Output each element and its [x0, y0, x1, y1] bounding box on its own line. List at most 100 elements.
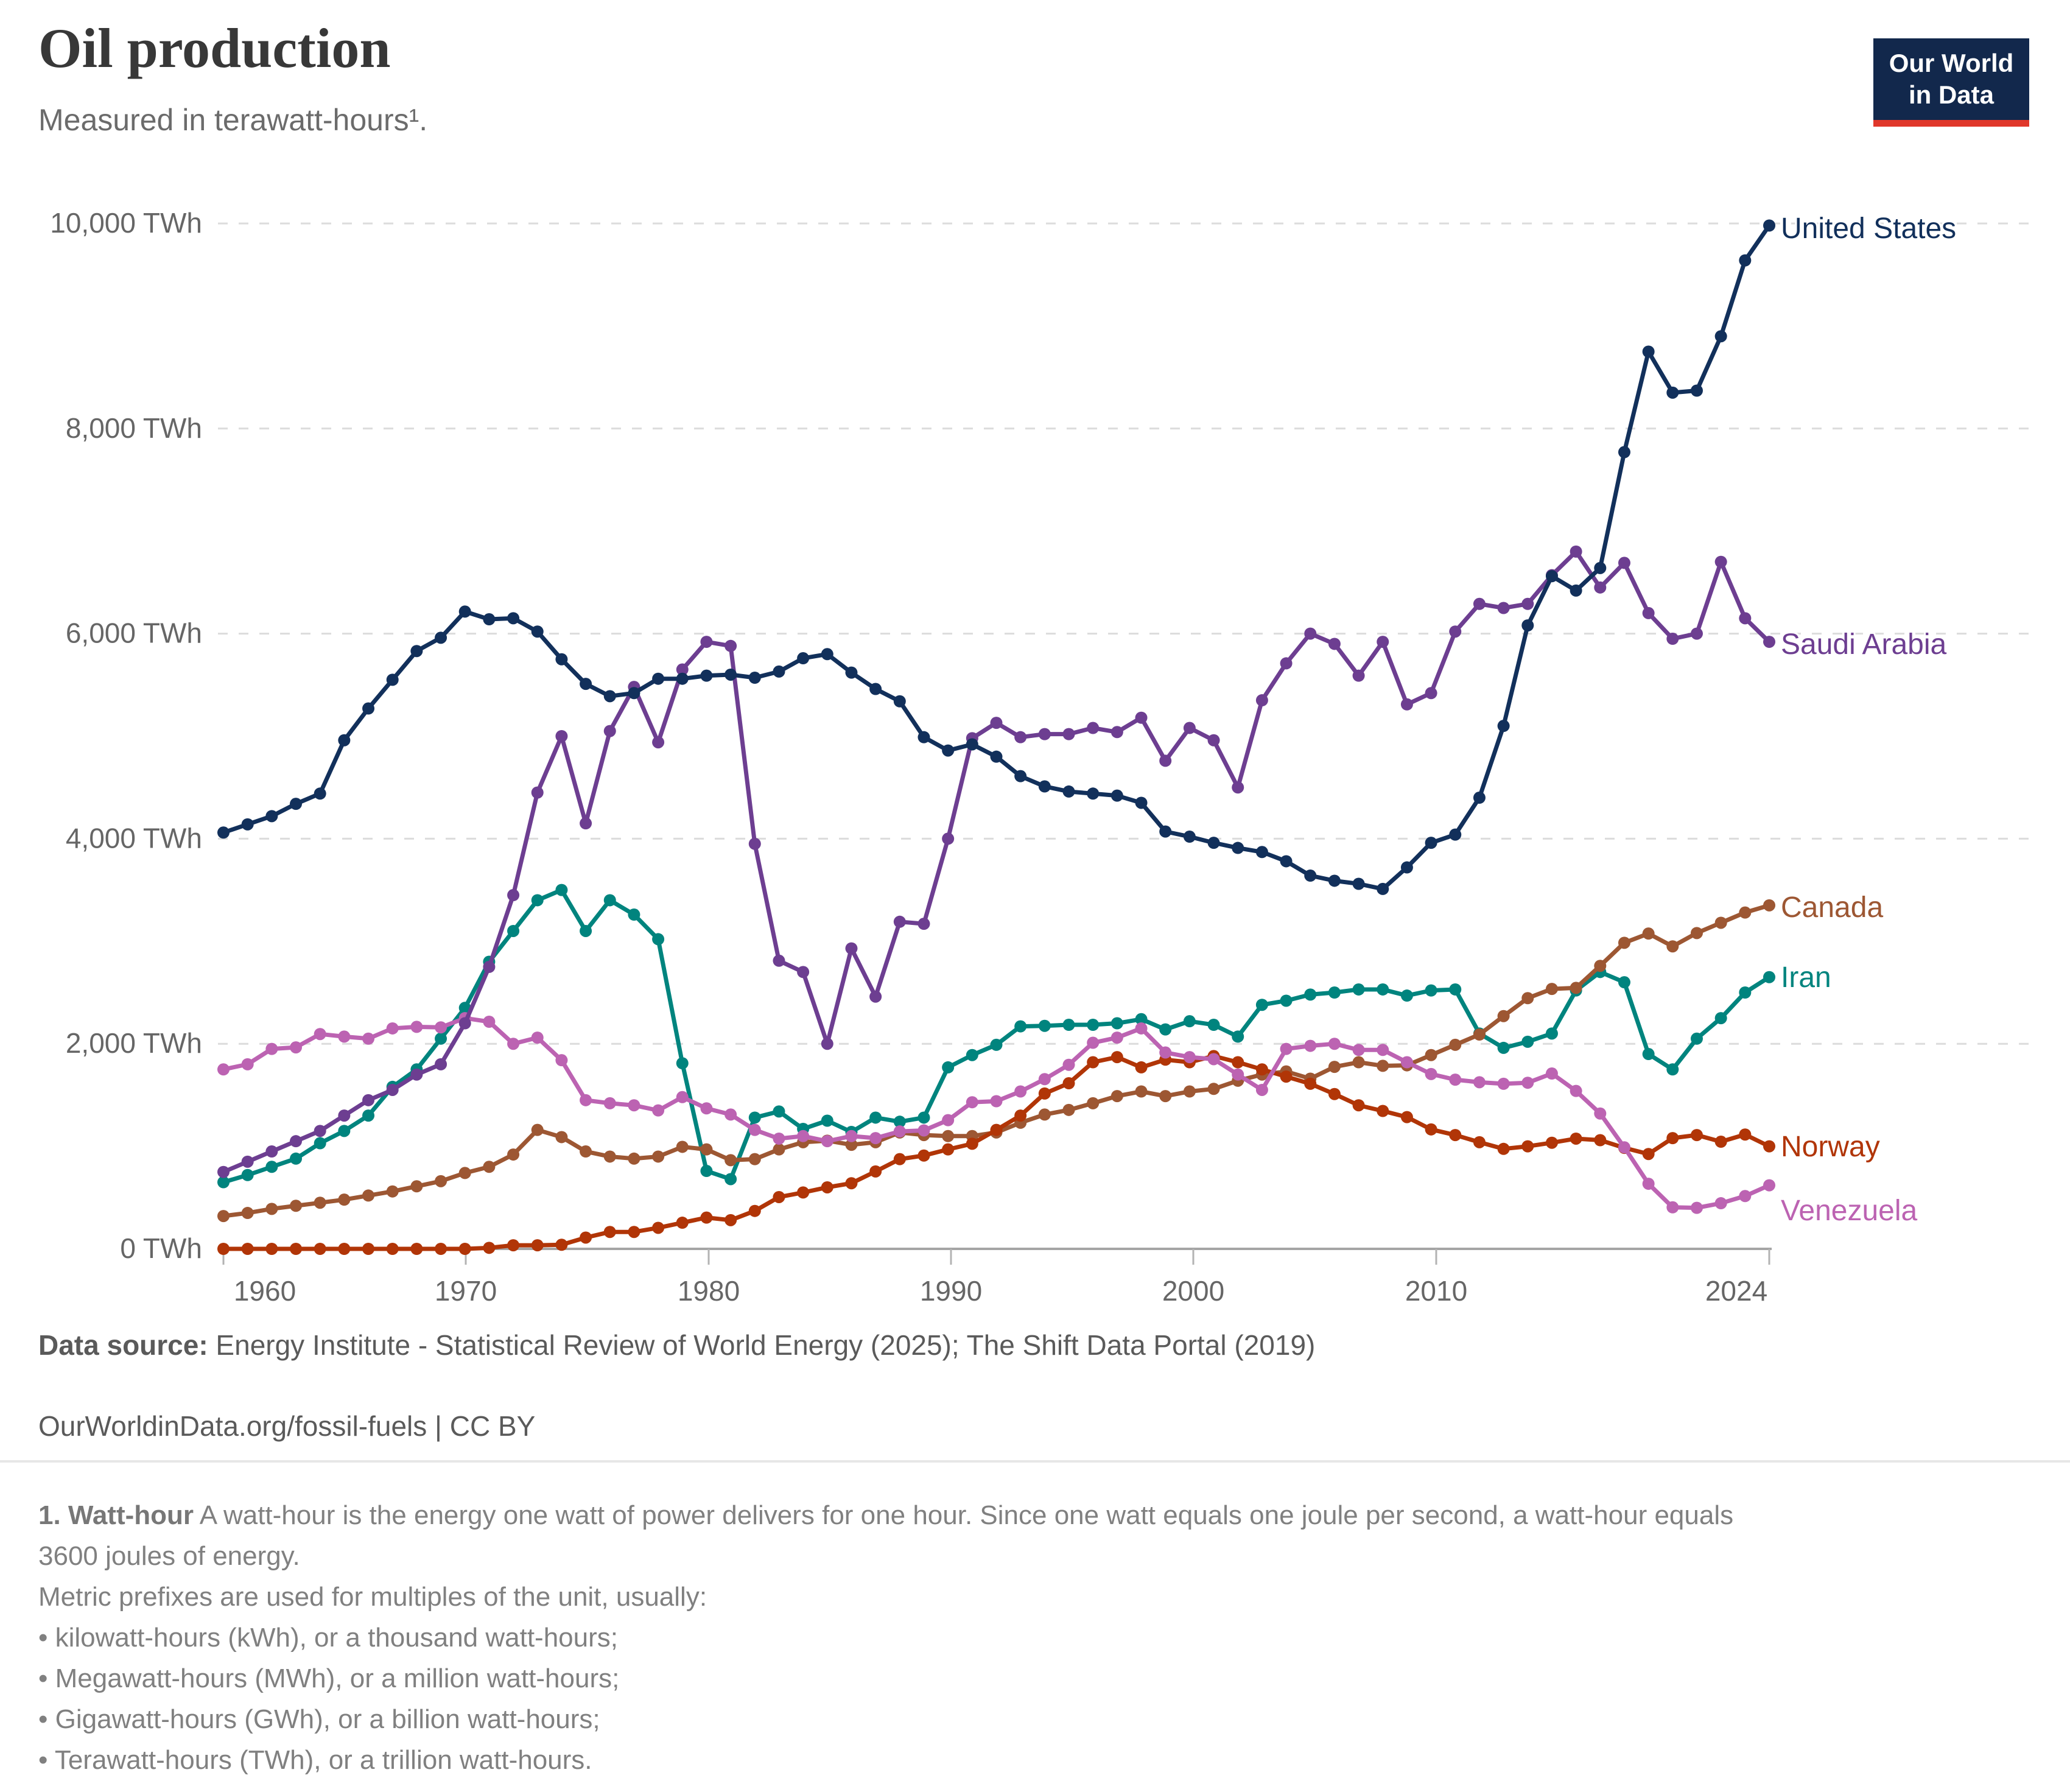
series-marker-iran[interactable] — [966, 1049, 978, 1061]
series-marker-iran[interactable] — [1666, 1063, 1679, 1076]
series-marker-iran[interactable] — [990, 1038, 1003, 1051]
series-marker-canada[interactable] — [1714, 916, 1727, 929]
series-marker-norway[interactable] — [217, 1243, 230, 1255]
series-marker-saudi-arabia[interactable] — [314, 1125, 326, 1137]
series-marker-united-states[interactable] — [338, 734, 351, 747]
series-marker-united-states[interactable] — [797, 652, 810, 665]
series-marker-canada[interactable] — [1207, 1083, 1220, 1095]
series-marker-saudi-arabia[interactable] — [1255, 694, 1268, 707]
series-marker-saudi-arabia[interactable] — [652, 736, 665, 749]
series-marker-iran[interactable] — [1255, 999, 1268, 1011]
series-marker-saudi-arabia[interactable] — [386, 1083, 399, 1096]
series-marker-united-states[interactable] — [1739, 254, 1752, 267]
series-marker-saudi-arabia[interactable] — [1377, 636, 1389, 648]
series-line-norway[interactable] — [221, 1053, 1772, 1251]
series-marker-venezuela[interactable] — [362, 1032, 375, 1045]
series-marker-norway[interactable] — [1763, 1140, 1776, 1153]
series-marker-saudi-arabia[interactable] — [1062, 728, 1075, 740]
series-marker-canada[interactable] — [773, 1143, 785, 1156]
series-marker-iran[interactable] — [362, 1109, 375, 1122]
series-marker-iran[interactable] — [1110, 1017, 1123, 1030]
series-marker-venezuela[interactable] — [1232, 1068, 1244, 1081]
series-marker-norway[interactable] — [1255, 1063, 1268, 1076]
series-marker-venezuela[interactable] — [1159, 1046, 1172, 1059]
series-marker-iran[interactable] — [1352, 983, 1365, 996]
series-marker-venezuela[interactable] — [869, 1132, 882, 1145]
series-marker-united-states[interactable] — [1255, 846, 1268, 859]
series-marker-norway[interactable] — [1521, 1140, 1534, 1153]
series-marker-iran[interactable] — [217, 1176, 230, 1189]
series-marker-united-states[interactable] — [724, 668, 737, 681]
series-marker-canada[interactable] — [676, 1140, 689, 1153]
series-marker-norway[interactable] — [1135, 1061, 1148, 1073]
series-marker-united-states[interactable] — [483, 613, 496, 626]
series-marker-norway[interactable] — [1038, 1087, 1051, 1100]
series-marker-venezuela[interactable] — [724, 1108, 737, 1121]
series-marker-saudi-arabia[interactable] — [1570, 545, 1582, 558]
series-marker-united-states[interactable] — [676, 672, 689, 685]
series-marker-united-states[interactable] — [1038, 780, 1051, 793]
series-marker-canada[interactable] — [1739, 906, 1752, 919]
series-marker-venezuela[interactable] — [1038, 1073, 1051, 1086]
series-marker-norway[interactable] — [1110, 1051, 1123, 1064]
series-marker-canada[interactable] — [1328, 1061, 1341, 1073]
series-marker-united-states[interactable] — [1135, 796, 1148, 809]
citation-line[interactable]: OurWorldinData.org/fossil-fuels | CC BY — [38, 1410, 536, 1442]
series-marker-saudi-arabia[interactable] — [893, 915, 906, 928]
series-marker-iran[interactable] — [507, 924, 520, 937]
series-marker-canada[interactable] — [1545, 983, 1558, 996]
series-marker-norway[interactable] — [1304, 1077, 1317, 1090]
series-marker-venezuela[interactable] — [1328, 1038, 1341, 1050]
series-marker-venezuela[interactable] — [265, 1042, 278, 1055]
series-marker-iran[interactable] — [1449, 983, 1462, 996]
series-marker-norway[interactable] — [435, 1243, 447, 1255]
series-marker-canada[interactable] — [1135, 1085, 1148, 1098]
series-marker-iran[interactable] — [603, 894, 616, 907]
series-marker-venezuela[interactable] — [797, 1130, 810, 1142]
series-marker-saudi-arabia[interactable] — [869, 990, 882, 1003]
series-marker-venezuela[interactable] — [628, 1099, 640, 1112]
series-marker-united-states[interactable] — [893, 695, 906, 708]
series-marker-iran[interactable] — [700, 1165, 713, 1178]
series-marker-norway[interactable] — [507, 1239, 520, 1252]
series-marker-saudi-arabia[interactable] — [410, 1068, 423, 1081]
series-marker-saudi-arabia[interactable] — [1207, 734, 1220, 747]
series-marker-united-states[interactable] — [1062, 785, 1075, 798]
series-marker-venezuela[interactable] — [1352, 1044, 1365, 1056]
series-marker-venezuela[interactable] — [580, 1094, 592, 1106]
series-marker-iran[interactable] — [290, 1152, 303, 1165]
series-marker-saudi-arabia[interactable] — [1352, 669, 1365, 682]
series-marker-norway[interactable] — [1014, 1109, 1027, 1122]
series-marker-canada[interactable] — [724, 1154, 737, 1167]
series-marker-saudi-arabia[interactable] — [217, 1165, 230, 1178]
series-end-label-saudi-arabia[interactable]: Saudi Arabia — [1779, 627, 1949, 662]
series-marker-canada[interactable] — [1594, 960, 1607, 972]
series-marker-canada[interactable] — [265, 1203, 278, 1215]
series-marker-iran[interactable] — [555, 884, 568, 896]
series-marker-united-states[interactable] — [265, 810, 278, 823]
series-marker-saudi-arabia[interactable] — [1110, 726, 1123, 739]
series-marker-venezuela[interactable] — [942, 1114, 955, 1126]
series-marker-venezuela[interactable] — [1642, 1178, 1655, 1190]
series-marker-norway[interactable] — [362, 1243, 375, 1255]
series-marker-saudi-arabia[interactable] — [1690, 627, 1703, 640]
series-marker-saudi-arabia[interactable] — [700, 636, 713, 648]
series-marker-saudi-arabia[interactable] — [1642, 606, 1655, 619]
series-marker-iran[interactable] — [869, 1111, 882, 1124]
series-marker-norway[interactable] — [1425, 1123, 1437, 1136]
series-marker-saudi-arabia[interactable] — [580, 817, 592, 830]
series-marker-norway[interactable] — [1377, 1105, 1389, 1117]
series-marker-venezuela[interactable] — [652, 1104, 665, 1117]
series-marker-united-states[interactable] — [1690, 384, 1703, 397]
series-marker-venezuela[interactable] — [1087, 1036, 1100, 1049]
series-marker-canada[interactable] — [507, 1148, 520, 1161]
series-marker-united-states[interactable] — [1159, 825, 1172, 838]
series-end-label-iran[interactable]: Iran — [1779, 960, 1833, 996]
series-marker-saudi-arabia[interactable] — [1232, 781, 1244, 794]
series-marker-iran[interactable] — [821, 1114, 833, 1127]
series-marker-saudi-arabia[interactable] — [1497, 602, 1510, 614]
series-marker-venezuela[interactable] — [1062, 1058, 1075, 1071]
series-marker-venezuela[interactable] — [435, 1021, 447, 1034]
series-marker-iran[interactable] — [1280, 994, 1293, 1007]
series-marker-canada[interactable] — [338, 1193, 351, 1206]
